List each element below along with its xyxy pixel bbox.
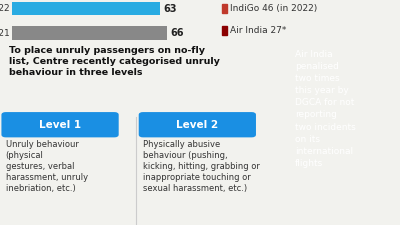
Text: IndiGo 46 (in 2022): IndiGo 46 (in 2022)	[230, 4, 317, 13]
Text: 2021: 2021	[0, 29, 10, 38]
Text: 66: 66	[171, 28, 184, 38]
Text: Level 1: Level 1	[39, 120, 81, 130]
Text: 2022: 2022	[0, 4, 10, 13]
Text: To place unruly passengers on no-fly
list, Centre recently categorised unruly
be: To place unruly passengers on no-fly lis…	[8, 46, 220, 77]
Text: 63: 63	[164, 4, 177, 13]
Bar	[12, 26, 167, 40]
FancyBboxPatch shape	[139, 112, 256, 137]
Text: Air India 27*: Air India 27*	[230, 26, 286, 35]
Text: Air India
penalised
two times
this year by
DGCA for not
reporting
two incidents
: Air India penalised two times this year …	[295, 50, 356, 168]
Bar	[222, 4, 227, 13]
Bar	[222, 26, 227, 35]
Text: Level 2: Level 2	[176, 120, 218, 130]
Text: Physically abusive
behaviour (pushing,
kicking, hitting, grabbing or
inappropria: Physically abusive behaviour (pushing, k…	[143, 140, 260, 194]
Bar	[12, 2, 160, 15]
Text: Unruly behaviour
(physical
gestures, verbal
harassment, unruly
inebriation, etc.: Unruly behaviour (physical gestures, ver…	[6, 140, 88, 194]
FancyBboxPatch shape	[2, 112, 119, 137]
